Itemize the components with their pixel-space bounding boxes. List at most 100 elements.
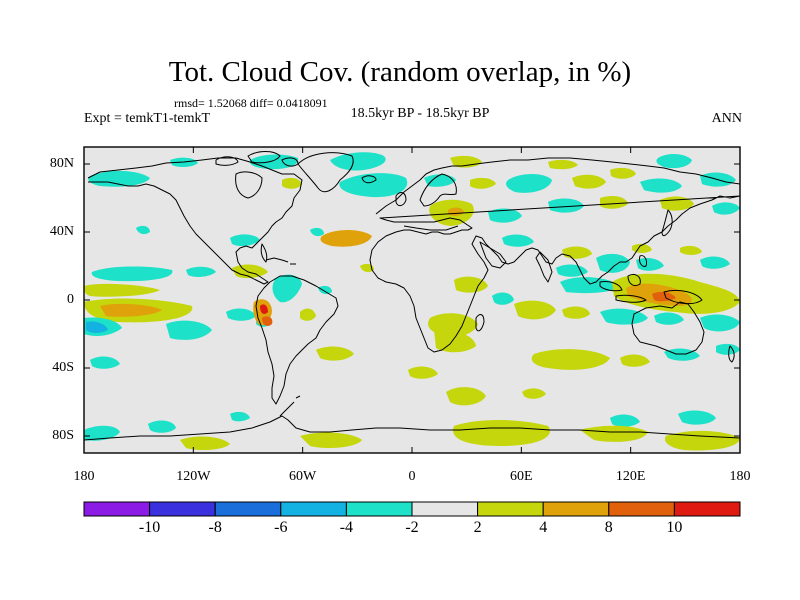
colorbar-box [608, 501, 675, 517]
coastline-hudson-bay [235, 171, 263, 199]
x-tick-label: 120W [176, 469, 211, 484]
anomaly-patch [316, 346, 354, 361]
coastline-antarctica [84, 415, 740, 441]
anomaly-patch [640, 178, 682, 193]
anomaly-patch [262, 316, 273, 326]
anomaly-patch [84, 283, 160, 297]
x-tick-label: 180 [729, 469, 751, 484]
colorbar-label: -6 [274, 519, 288, 536]
anomaly-patch [86, 321, 108, 333]
anomaly-patch [186, 266, 216, 277]
coastline-iceland [361, 175, 377, 184]
y-tick-label: 80N [49, 156, 74, 171]
anomaly-patch [320, 230, 372, 247]
anomaly-patch [424, 174, 456, 187]
anomaly-patch [230, 234, 260, 247]
anomaly-patch [556, 264, 588, 277]
anomaly-patch [88, 170, 150, 187]
y-tick-label: 40N [49, 224, 74, 239]
anomaly-patch [272, 274, 302, 303]
anomaly-patch [562, 306, 590, 319]
y-tick-label: 40S [52, 360, 74, 375]
figure-title: Tot. Cloud Cov. (random overlap, in %) [168, 56, 632, 88]
anomaly-patch [610, 414, 640, 427]
colorbar-label: 2 [473, 519, 482, 536]
anomaly-patch [548, 159, 578, 170]
x-tick-label: 0 [408, 469, 416, 484]
experiment-label: Expt = temkT1-temkT [84, 111, 211, 126]
anomaly-patch [680, 245, 702, 255]
colorbar-box [83, 501, 151, 517]
anomaly-patch [700, 256, 730, 269]
x-tick-label: 120E [615, 469, 646, 484]
anomaly-patches [84, 152, 740, 451]
anomaly-patch [90, 356, 120, 369]
colorbar-label: -4 [339, 519, 354, 536]
anomaly-patch [282, 177, 302, 189]
anomaly-patch [453, 420, 550, 446]
coastline-island [281, 157, 299, 167]
coastline-islands [639, 255, 647, 267]
colorbar-label: -8 [208, 519, 222, 536]
anomaly-patch [226, 308, 256, 321]
anomaly-patch [580, 425, 648, 442]
coastline-britain [395, 192, 407, 207]
x-tick-label: 60W [289, 469, 317, 484]
season-label: ANN [711, 111, 742, 126]
anomaly-patch [360, 263, 374, 273]
anomaly-patch [166, 320, 212, 340]
coastline-islands [627, 273, 641, 287]
anomaly-patch [470, 177, 496, 189]
anomaly-patch [636, 258, 664, 271]
coastline-island [215, 156, 239, 166]
anomaly-patch [310, 227, 324, 237]
colorbar-label: 8 [604, 519, 613, 536]
anomaly-patch [610, 167, 636, 179]
anomaly-patch [514, 300, 556, 320]
anomaly-patch [700, 314, 740, 332]
anomaly-patch [136, 225, 150, 235]
anomaly-patch [656, 154, 692, 169]
anomaly-patch [548, 198, 584, 213]
anomaly-patch [600, 196, 628, 209]
coastline-new-guinea [663, 289, 703, 305]
anomaly-patch [506, 174, 552, 193]
axis-ticks [83, 147, 741, 453]
anomaly-patch [652, 291, 676, 302]
colorbar-label: -10 [138, 519, 161, 536]
anomaly-patch [664, 430, 740, 451]
anomaly-patch [91, 266, 173, 282]
coastline-islands [615, 294, 647, 303]
coastline-arabia [479, 241, 507, 269]
x-tick-label: 60E [510, 469, 533, 484]
coastline-south-america [255, 275, 339, 405]
anomaly-patch [488, 208, 522, 223]
anomaly-patch [654, 312, 684, 325]
anomaly-patch [300, 432, 362, 448]
coastline-north-america [87, 157, 303, 285]
colorbar-label: -2 [405, 519, 419, 536]
y-tick-label: 80S [52, 428, 74, 443]
coastline-antarctic-peninsula [279, 395, 301, 417]
anomaly-patch [712, 202, 740, 215]
anomaly-patch [339, 173, 408, 198]
anomaly-patch [502, 234, 534, 247]
coastline-eurasia-africa [369, 157, 740, 353]
coastline-madagascar [475, 314, 485, 332]
y-tick-label: 0 [67, 292, 74, 307]
coastline-islands [599, 281, 623, 292]
anomaly-patch [100, 303, 162, 317]
anomaly-patch [148, 420, 176, 433]
coastline-greenland [297, 152, 354, 193]
anomaly-patch [318, 285, 332, 295]
anomaly-patch [230, 411, 250, 422]
colorbar-box [214, 501, 282, 517]
coastline-mediterranean [403, 225, 459, 231]
coastlines [84, 151, 740, 441]
anomaly-patch [180, 436, 230, 451]
colorbar-box [542, 501, 610, 517]
anomaly-patch [492, 292, 514, 305]
coastline-japan [661, 209, 673, 237]
